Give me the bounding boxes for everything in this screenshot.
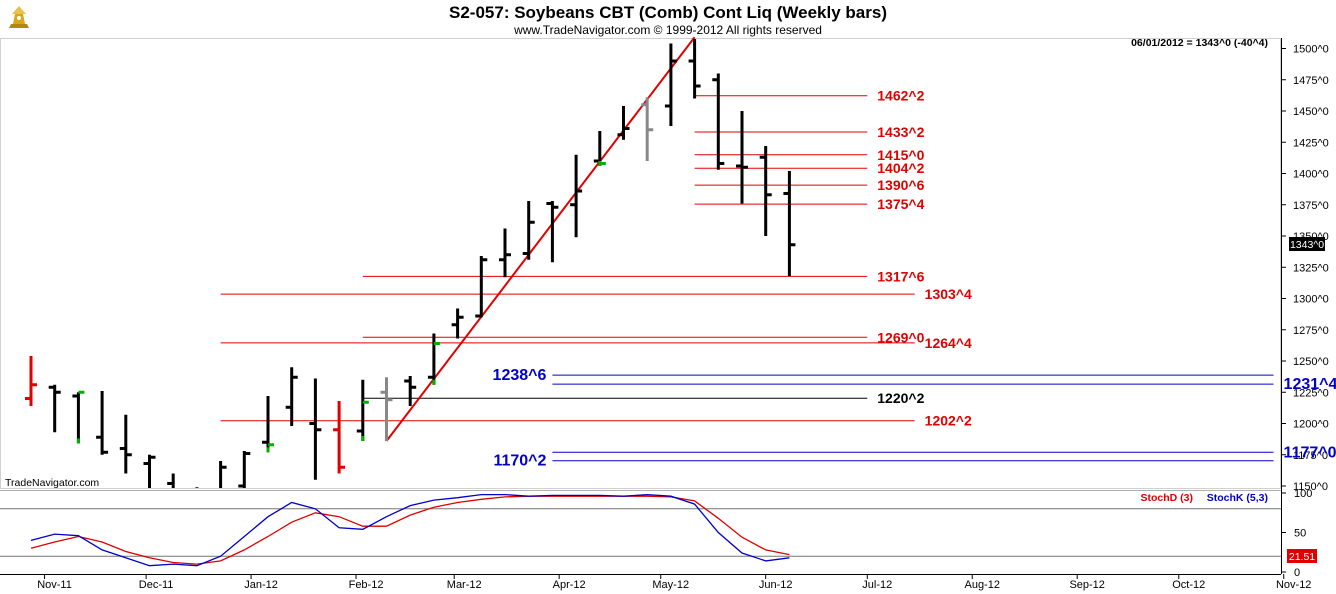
level-label: 1433^2 [877, 124, 924, 140]
ohlc-bar [404, 376, 417, 406]
last-quote-readout: 06/01/2012 = 1343^0 (-40^4) [1131, 37, 1268, 49]
price-bars [25, 39, 796, 488]
price-tick-label: 1275^0 [1293, 325, 1329, 337]
ohlc-bar [522, 201, 535, 260]
ohlc-bar [664, 43, 677, 126]
ohlc-bar [783, 171, 796, 276]
stoch-tick-label: 50 [1294, 528, 1306, 540]
time-tick-label: Jan-12 [244, 579, 278, 591]
ohlc-bar [712, 73, 725, 170]
stoch-value-tag-box [1287, 549, 1317, 563]
ohlc-bar [262, 396, 274, 453]
legend-stochd: StochD (3) [1141, 492, 1194, 504]
time-tick-label: Jul-12 [862, 579, 892, 591]
level-label: 1415^0 [877, 147, 924, 163]
ohlc-bar [546, 201, 559, 263]
ohlc-bar [617, 106, 630, 140]
time-tick-label: Oct-12 [1172, 579, 1205, 591]
price-tick-label: 1200^0 [1293, 419, 1329, 431]
level-label: 1404^2 [877, 160, 924, 176]
ohlc-bar [72, 390, 85, 444]
stoch-tick-label: 100 [1294, 488, 1312, 500]
ohlc-bar [641, 97, 654, 161]
level-label: 1269^0 [877, 329, 924, 345]
level-label: 1317^6 [877, 268, 924, 284]
price-tick-label: 1450^0 [1293, 106, 1329, 118]
price-tick-label: 1375^0 [1293, 200, 1329, 212]
ohlc-bar [143, 454, 156, 488]
time-tick-label: Feb-12 [349, 579, 384, 591]
stochastic-pane [30, 493, 790, 567]
time-tick-label: Mar-12 [447, 579, 482, 591]
time-tick-label: Nov-12 [1276, 579, 1311, 591]
ohlc-bar [380, 377, 393, 441]
ohlc-bar [356, 379, 369, 441]
price-tick-label: 1425^0 [1293, 137, 1329, 149]
price-tick-label: 1175^0 [1293, 450, 1328, 462]
price-tick-label: 1250^0 [1293, 356, 1329, 368]
ohlc-bar [759, 146, 772, 236]
price-tick-label: 1500^0 [1293, 44, 1329, 56]
ohlc-bar [167, 473, 175, 488]
price-tick-label: 1325^0 [1293, 262, 1329, 274]
stoch-series-line [30, 495, 790, 565]
ohlc-bar [219, 461, 227, 488]
time-tick-label: Jun-12 [759, 579, 793, 591]
ohlc-bar [25, 356, 37, 406]
level-label: 1462^2 [877, 88, 924, 104]
ohlc-bar [593, 131, 606, 166]
level-label: 1220^2 [877, 390, 924, 406]
level-label: 1303^4 [925, 286, 972, 302]
price-tick-label: 1300^0 [1293, 294, 1329, 306]
legend-stochk: StochK (5,3) [1207, 492, 1268, 504]
stoch-tick-label: 0 [1294, 567, 1300, 579]
level-label: 1390^6 [877, 177, 924, 193]
time-tick-label: Sep-12 [1069, 579, 1104, 591]
time-tick-label: Dec-11 [139, 579, 174, 591]
level-label: 1264^4 [925, 335, 972, 351]
ohlc-bar [96, 391, 109, 455]
time-tick-label: Aug-12 [964, 579, 999, 591]
ohlc-bar [309, 378, 322, 480]
level-label: 1238^6 [493, 367, 547, 384]
level-label: 1375^4 [877, 196, 924, 212]
price-tag-box [1289, 237, 1325, 251]
ohlc-bar [285, 367, 298, 426]
trade-navigator-logo-icon[interactable] [6, 6, 32, 32]
ohlc-bar [451, 308, 464, 339]
ohlc-bar [570, 154, 583, 238]
time-tick-label: Apr-12 [553, 579, 586, 591]
price-tick-label: 1225^0 [1293, 387, 1329, 399]
time-axis: Nov-11 Dec-11 Jan-12 Feb-12 Mar-12 Apr-12 May-… [37, 574, 1311, 591]
time-tick-label: May-12 [652, 579, 689, 591]
level-label: 1202^2 [925, 413, 972, 429]
stoch-series-line [30, 493, 790, 567]
watermark: TradeNavigator.com [5, 477, 99, 489]
price-tag: 1343^0 [1290, 239, 1324, 251]
price-pane-frame [0, 38, 1281, 489]
ohlc-bar [736, 111, 748, 204]
ohlc-bar [119, 414, 132, 474]
price-tick-label: 1475^0 [1293, 75, 1329, 87]
ohlc-bar [499, 228, 511, 278]
chart-subtitle: www.TradeNavigator.com © 1999-2012 All r… [513, 23, 822, 37]
price-axis: 1150^0 1175^0 1200^0 1225^0 1250^0 1275^0 1300… [1281, 44, 1329, 493]
ohlc-bar [238, 451, 251, 488]
price-tick-label: 1400^0 [1293, 169, 1329, 181]
ohlc-bar [333, 401, 346, 474]
time-tick-label: Nov-11 [37, 579, 72, 591]
price-tick-label: 1150^0 [1293, 481, 1328, 493]
chart-title: S2-057: Soybeans CBT (Comb) Cont Liq (We… [449, 3, 887, 22]
level-label: 1177^0 [1284, 444, 1336, 461]
level-label: 1170^2 [493, 453, 546, 470]
ohlc-bar [427, 333, 440, 385]
stochastic-axis: 0 50 100 [0, 488, 1312, 579]
ohlc-bar [48, 384, 61, 433]
ohlc-bar [688, 39, 701, 99]
ohlc-bar [475, 256, 488, 318]
stoch-value-tag: 21.51 [1289, 551, 1315, 563]
level-label: 1231^4 [1284, 376, 1336, 393]
